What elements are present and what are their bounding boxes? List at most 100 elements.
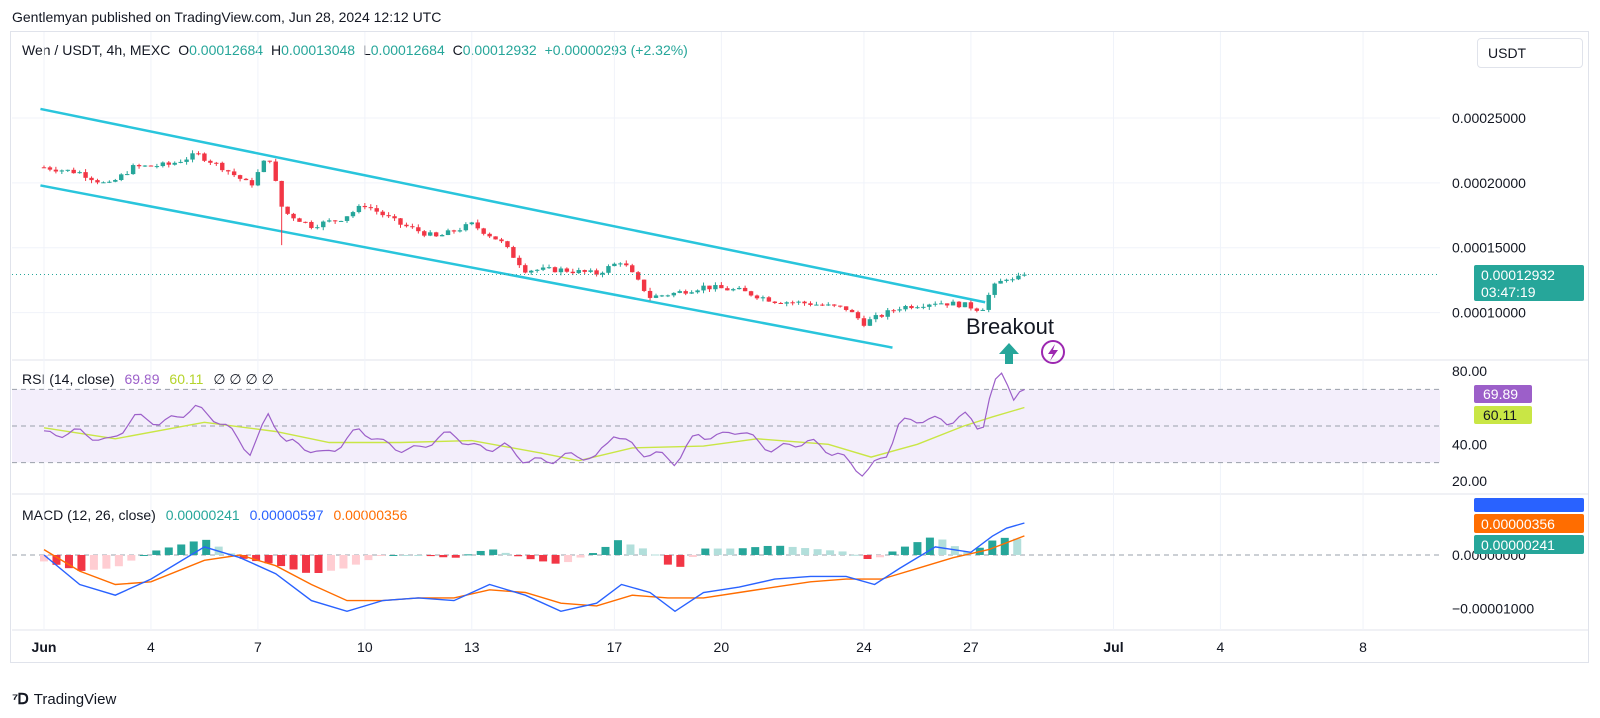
candle-body: [113, 179, 118, 182]
y-tick-label: 0.00010000: [1452, 305, 1526, 321]
candle-body: [695, 290, 700, 293]
candle-body: [273, 161, 278, 181]
candle-body: [255, 172, 261, 186]
candle-body: [380, 211, 385, 216]
candle-body: [309, 221, 314, 228]
candle-body: [552, 267, 558, 273]
candle-body: [933, 303, 938, 305]
candle-body: [564, 268, 570, 272]
candle-body: [124, 174, 130, 176]
macd-histogram-bar: [688, 554, 697, 557]
x-tick-label: 4: [1217, 639, 1225, 655]
symbol-name[interactable]: Wen / USDT, 4h, MEXC: [22, 42, 171, 58]
candle-body: [154, 166, 160, 168]
candle-body: [416, 227, 421, 232]
candle-body: [677, 291, 682, 293]
macd-histogram-bar: [414, 554, 423, 556]
candle-body: [986, 294, 991, 310]
macd-histogram-bar: [900, 546, 909, 555]
candle-body: [184, 159, 189, 162]
macd-histogram-bar: [1013, 538, 1022, 555]
rsi-value-badge: 69.89: [1483, 386, 1518, 402]
macd-histogram-bar: [863, 554, 872, 559]
macd-histogram-bar: [351, 554, 360, 565]
macd-histogram-bar: [364, 554, 373, 561]
candle-body: [332, 220, 338, 222]
macd-histogram-bar: [239, 554, 248, 559]
candle-body: [802, 301, 807, 304]
macd-axis-label: −0.00001000: [1452, 601, 1534, 617]
candle-body: [321, 221, 326, 228]
macd-histogram-bar: [551, 554, 560, 564]
macd-legend[interactable]: MACD (12, 26, close) 0.00000241 0.000005…: [22, 507, 407, 523]
candle-body: [725, 288, 730, 291]
candle-body: [190, 153, 195, 160]
rsi-legend-ma: 60.11: [169, 371, 204, 387]
macd-line: [43, 522, 1025, 613]
candle-body: [968, 302, 974, 309]
candle-body: [612, 263, 617, 267]
macd-histogram-bar: [489, 549, 498, 555]
candle-body: [843, 306, 849, 310]
macd-histogram-bar: [264, 554, 273, 564]
rsi-value-label: 69.89: [1474, 385, 1532, 403]
chart-frame: [10, 31, 1589, 663]
candle-body: [558, 268, 564, 273]
macd-histogram-bar: [40, 554, 48, 562]
macd-histogram-bar: [77, 554, 86, 571]
macd-histogram-bar: [676, 554, 685, 567]
y-tick-label: 0.00020000: [1452, 175, 1526, 191]
low-label: L: [362, 42, 371, 58]
lightning-icon[interactable]: [1041, 340, 1065, 364]
rsi-legend-extras: ∅ ∅ ∅ ∅: [213, 371, 274, 387]
macd-histogram-bar: [227, 553, 236, 555]
macd-histogram-bar: [589, 553, 598, 555]
macd-histogram-bar: [851, 554, 860, 556]
candle-body: [534, 269, 540, 271]
candle-body: [267, 160, 272, 162]
candle-body: [808, 303, 813, 305]
macd-histogram-bar: [376, 554, 385, 556]
footer-brand-text: TradingView: [33, 690, 117, 708]
last-price-label: 0.00012932 03:47:19: [1474, 265, 1584, 301]
candle-body: [742, 287, 748, 292]
candle-body: [214, 162, 219, 164]
candle-body: [237, 175, 243, 179]
candle-body: [463, 224, 469, 231]
macd-histogram-bar: [738, 548, 747, 555]
macd-histogram-bar: [476, 550, 485, 555]
candle-body: [778, 302, 783, 304]
candle-body: [944, 303, 950, 306]
macd-histogram-bar: [576, 554, 585, 558]
y-tick-label: 0.00025000: [1452, 110, 1526, 126]
channel-upper-line: [40, 107, 986, 304]
signal-value-label: 0.00000356: [1474, 514, 1584, 533]
candle-body: [873, 315, 879, 320]
rsi-ma-badge: 60.11: [1483, 407, 1517, 423]
candle-body: [713, 285, 718, 290]
candle-body: [748, 291, 754, 296]
rsi-ma-label: 60.11: [1474, 406, 1532, 424]
candle-body: [315, 227, 320, 229]
candle-body: [594, 270, 599, 275]
macd-histogram-bar: [339, 554, 348, 569]
low-value: 0.00012684: [370, 42, 445, 58]
candle-body: [570, 271, 576, 274]
footer-brand[interactable]: ⁷𝖣 TradingView: [12, 690, 117, 709]
candle-body: [202, 153, 207, 161]
candle-body: [665, 295, 671, 297]
candle-body: [59, 170, 65, 172]
candle-body: [760, 297, 766, 299]
x-tick-label: 13: [464, 639, 480, 655]
candle-body: [546, 267, 552, 269]
candle-body: [101, 182, 106, 184]
currency-button[interactable]: USDT: [1477, 38, 1583, 68]
macd-legend-hist: 0.00000241: [165, 507, 240, 523]
tradingview-logo-icon: ⁷𝖣: [12, 691, 29, 708]
candle-body: [451, 230, 457, 232]
candle-body: [1010, 279, 1015, 281]
macd-histogram-bar: [514, 554, 523, 557]
last-price-countdown: 03:47:19: [1481, 284, 1536, 300]
rsi-line: [43, 372, 1025, 477]
